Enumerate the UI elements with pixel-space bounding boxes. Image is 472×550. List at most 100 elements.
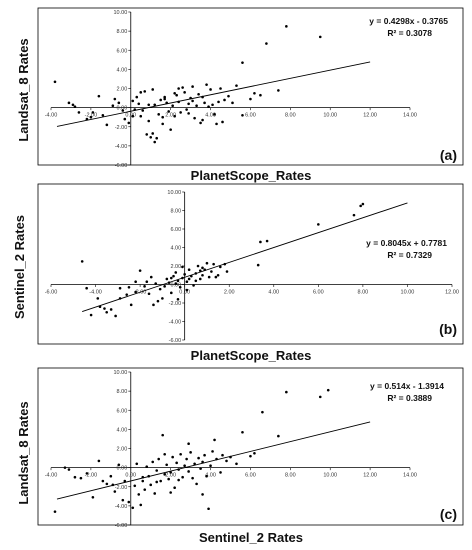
panel-b-data-point xyxy=(89,313,93,317)
panel-a-data-point xyxy=(175,93,178,97)
panel-c-data-point xyxy=(201,493,204,496)
panel-a-x-tick-label: 8.00 xyxy=(285,113,296,119)
panel-b-plot: -6.00 -4.00 -2.00 0.00 2.00 4.00 6.00 8.00 10.00… xyxy=(45,190,459,344)
panel-a-data-point xyxy=(153,103,157,107)
panel-c-x-tick-label: 6.00 xyxy=(245,473,256,479)
panel-c-data-point xyxy=(73,475,77,479)
panel-a-data-point xyxy=(189,96,192,100)
panel-b-data-point xyxy=(198,269,202,272)
panel-a-data-point xyxy=(113,97,117,101)
panel-a-data-point xyxy=(173,91,176,95)
panel-b-data-point xyxy=(194,279,198,283)
panel-a-y-tick-label: -6.00 xyxy=(115,163,128,169)
panel-c-x-tick-label: -4.00 xyxy=(45,473,58,479)
panel-b-data-point xyxy=(187,277,191,281)
panel-c-x-tick-label: 8.00 xyxy=(285,473,296,479)
panel-a-data-point xyxy=(137,102,141,106)
panel-c-data-point xyxy=(117,463,121,467)
panel-b-data-point xyxy=(161,297,164,300)
panel-c-data-point xyxy=(63,466,67,469)
panel-c-data-point xyxy=(97,459,101,463)
panel-c-data-point xyxy=(318,395,322,399)
panel-c-x-axis-label: Sentinel_2 Rates xyxy=(199,530,303,545)
panel-a-data-point xyxy=(223,98,226,102)
panel-c-data-point xyxy=(229,455,232,459)
panel-c-data-point xyxy=(163,452,166,456)
panel-a-data-point xyxy=(135,95,139,99)
panel-b-data-point xyxy=(143,285,146,288)
panel-b-data-point xyxy=(170,276,173,280)
panel-c-data-point xyxy=(171,455,174,459)
panel-c-data-point xyxy=(127,500,131,504)
panel-b-y-tick-label: 8.00 xyxy=(170,209,181,215)
panel-c-data-point xyxy=(79,476,83,480)
panel-b-data-point xyxy=(145,280,149,284)
panel-b-data-point xyxy=(176,298,180,301)
panel-a-data-point xyxy=(179,111,182,114)
panel-b-x-axis-label: PlanetScope_Rates xyxy=(191,348,312,363)
panel-a-data-point xyxy=(67,101,71,105)
panel-a-data-point xyxy=(241,61,244,64)
panel-c-data-point xyxy=(155,469,159,472)
panel-a-data-point xyxy=(231,101,234,105)
panel-a-data-point xyxy=(195,104,198,108)
panel-a-plot: -4.00 -2.00 0.00 2.00 4.00 6.00 8.00 10.00 12.00… xyxy=(45,10,417,169)
panel-c-data-point xyxy=(183,464,186,468)
panel-a-plot-frame xyxy=(37,7,464,166)
panel-b-y-axis-label: Sentinel_2 Rates xyxy=(12,215,27,319)
panel-a-data-point xyxy=(73,105,77,108)
panel-c-x-tick-label: 4.00 xyxy=(205,473,216,479)
panel-b-plot-frame xyxy=(37,183,464,345)
panel-c-data-point xyxy=(131,506,135,510)
panel-c-data-point xyxy=(153,492,157,495)
panel-b-data-point xyxy=(185,280,189,284)
panel-a-x-tick-label: 2.00 xyxy=(165,113,176,119)
panel-c-data-point xyxy=(235,462,238,466)
panel-c-data-point xyxy=(167,477,170,481)
panel-c-data-point xyxy=(53,510,57,513)
panel-b-y-tick-label: -6.00 xyxy=(169,338,182,344)
panel-a-data-point xyxy=(253,91,256,95)
panel-a-data-point xyxy=(141,109,145,112)
panel-c-equation: y = 0.514x - 1.3914 xyxy=(370,381,444,391)
panel-a-y-tick-label: 2.00 xyxy=(117,87,128,93)
panel-b-data-point xyxy=(80,260,84,263)
panel-a-r-squared: R² = 0.3078 xyxy=(387,28,432,38)
panel-a-data-point xyxy=(177,87,180,90)
panel-b-data-point xyxy=(361,202,365,206)
panel-b-data-point xyxy=(203,268,207,272)
panel-c-data-point xyxy=(261,410,264,414)
panel-b-data-point xyxy=(187,268,191,272)
panel-c-data-point xyxy=(211,450,214,453)
panel-b-data-point xyxy=(172,274,175,278)
panel-a-data-point xyxy=(153,140,157,144)
panel-c-y-tick-label: 10.00 xyxy=(114,370,128,376)
panel-a-data-point xyxy=(121,109,125,112)
panel-a-data-point xyxy=(187,112,190,115)
panel-c-data-point xyxy=(121,498,125,502)
panel-a-data-point xyxy=(215,122,218,126)
panel-a-data-point xyxy=(205,83,208,86)
panel-c-data-point xyxy=(141,479,145,483)
panel-a-data-point xyxy=(163,95,166,99)
panel-c-data-point xyxy=(285,390,288,394)
panel-c-data-point xyxy=(225,459,228,463)
panel-b-data-point xyxy=(174,271,178,274)
panel-a-data-point xyxy=(181,86,184,89)
panel-c-tag: (c) xyxy=(440,506,457,522)
panel-a-data-point xyxy=(209,88,212,91)
panel-c-data-point xyxy=(133,484,137,488)
panel-a-data-point xyxy=(151,88,155,91)
panel-a-data-point xyxy=(187,102,190,106)
panel-b-data-point xyxy=(118,286,122,290)
panel-c-data-point xyxy=(139,503,143,507)
panel-b-y-tick-label: 2.00 xyxy=(170,264,181,270)
panel-a-data-point xyxy=(117,101,121,105)
panel-b-y-tick-label: 4.00 xyxy=(170,246,181,252)
panel-c-data-point xyxy=(177,478,180,482)
panel-a-y-tick-label: 4.00 xyxy=(117,67,128,73)
panel-c-y-tick-label: 6.00 xyxy=(117,408,128,414)
panel-c-y-tick-label: 4.00 xyxy=(117,427,128,433)
panel-a-data-point xyxy=(147,119,151,123)
panel-a-data-point xyxy=(277,89,280,92)
